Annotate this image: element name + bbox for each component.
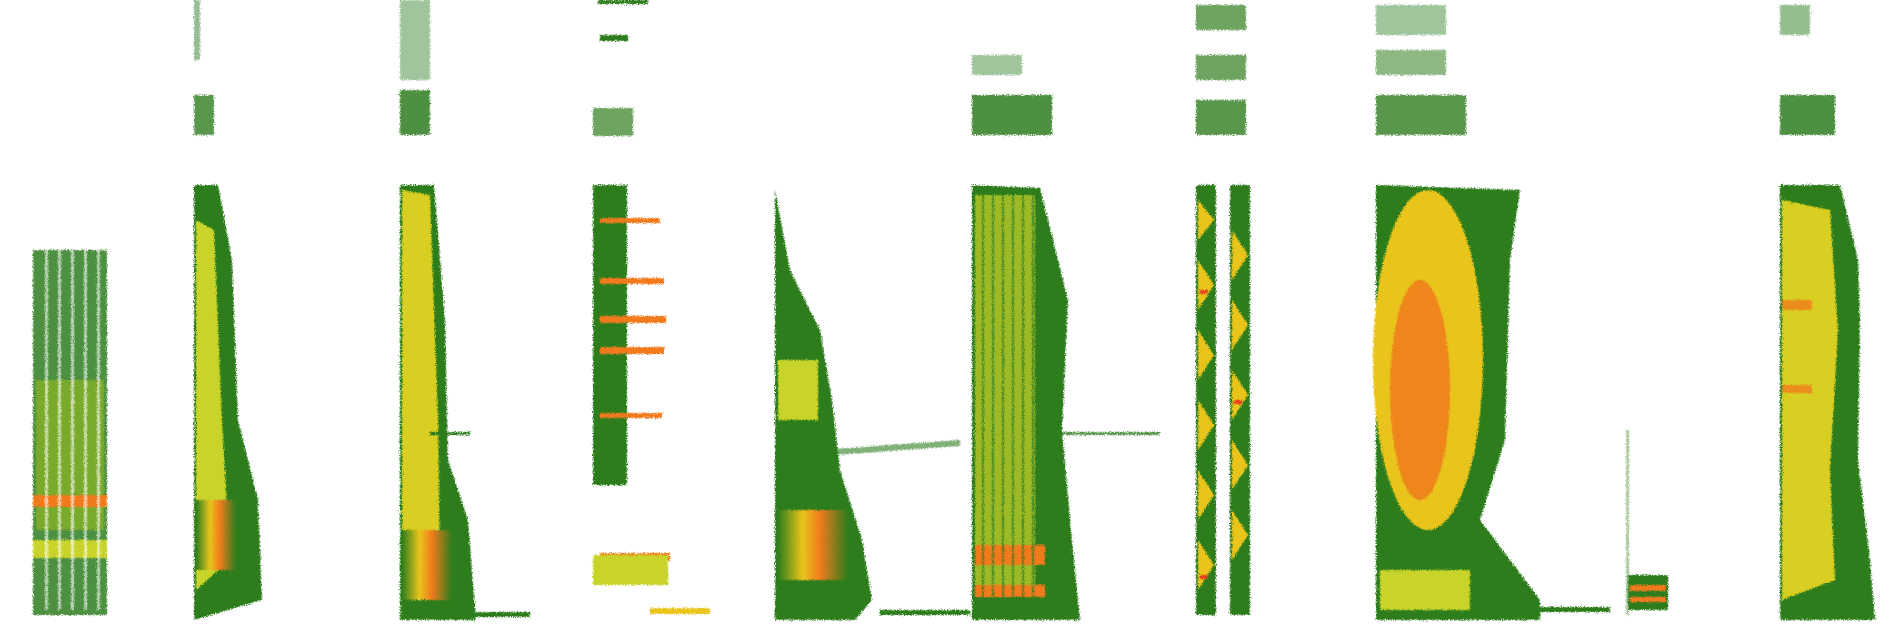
panel-10 <box>1780 5 1875 620</box>
panel-8 <box>1373 5 1610 620</box>
panel-1 <box>33 250 107 615</box>
panel-7 <box>1196 5 1250 615</box>
panel-9 <box>1626 430 1668 615</box>
panel-5 <box>775 190 970 620</box>
panel-4 <box>593 0 710 614</box>
panel-3 <box>400 0 530 620</box>
panel-6 <box>972 55 1160 620</box>
panel-2 <box>194 0 262 620</box>
